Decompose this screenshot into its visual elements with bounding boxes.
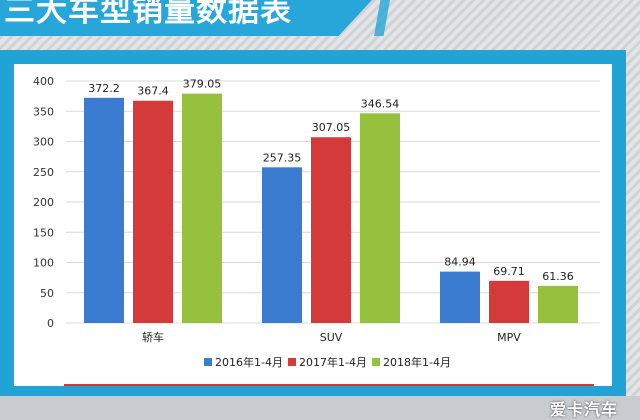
bar [311,137,351,323]
data-label: 84.94 [444,256,476,269]
category-label: 轿车 [142,330,164,344]
y-tick-label: 250 [33,166,54,179]
data-label: 367.4 [137,85,169,98]
data-label: 61.36 [542,270,574,283]
bar [133,100,173,324]
data-label: 372.2 [88,82,120,95]
legend-label: 2016年1-4月 [215,355,283,369]
watermark: 爱卡汽车 [549,400,618,419]
legend-label: 2017年1-4月 [299,355,367,369]
y-tick-label: 200 [33,196,54,209]
legend-swatch [204,358,212,366]
legend: 2016年1-4月 2017年1-4月 2018年1-4月 [204,355,451,369]
category-label: SUV [320,331,343,344]
title-banner: 三大车型销量数据表 [0,0,372,36]
bar [538,285,578,323]
data-label: 379.05 [183,78,222,91]
y-axis-ticks: 0 50 100 150 200 250 300 350 400 [33,75,54,330]
category-label: MPV [497,331,521,344]
bar [84,97,124,323]
bar-group [84,93,578,324]
bar [360,113,400,324]
y-tick-label: 50 [40,287,54,300]
accent-line [64,384,594,386]
page-title: 三大车型销量数据表 [4,0,292,29]
legend-swatch [372,358,380,366]
y-tick-label: 300 [33,136,54,149]
y-tick-label: 0 [47,317,54,330]
bar [489,280,529,323]
legend-swatch [288,358,296,366]
bottom-bar [0,396,640,420]
bar [440,271,480,323]
data-label: 69.71 [493,265,525,278]
data-label: 346.54 [361,97,400,110]
y-tick-label: 400 [33,75,54,88]
category-labels: 轿车 SUV MPV [142,330,521,344]
y-tick-label: 100 [33,257,54,270]
legend-label: 2018年1-4月 [383,355,451,369]
y-tick-label: 150 [33,226,54,239]
bar [262,167,302,323]
bar [182,93,222,324]
data-label: 307.05 [312,121,351,134]
data-labels: 372.2 367.4 379.05 257.35 307.05 346.54 84.94 6… [88,78,574,283]
y-tick-label: 350 [33,105,54,118]
data-label: 257.35 [263,151,302,164]
